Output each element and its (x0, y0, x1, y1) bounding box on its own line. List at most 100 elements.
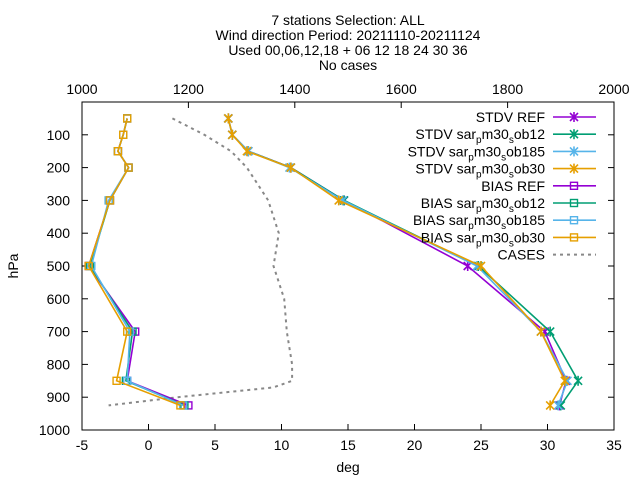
series-7 (84, 114, 185, 410)
x-tick-label: 10 (274, 437, 290, 453)
legend-label-part: ob185 (506, 212, 545, 228)
legend-entry: BIAS REF (481, 178, 596, 194)
y-tick-label: 400 (47, 225, 71, 241)
legend-label-part: STDV sar (415, 161, 476, 177)
legend-label: STDV sarpm30sob30 (415, 161, 545, 181)
legend-entry: STDV sarpm30sob30 (415, 161, 596, 181)
data-point (286, 162, 296, 173)
x-tick-label: 0 (145, 437, 153, 453)
x2-tick-label: 1800 (492, 81, 523, 97)
x-tick-label: 30 (540, 437, 556, 453)
y-tick-label: 100 (47, 127, 71, 143)
x2-tick-label: 1600 (386, 81, 417, 97)
data-point (334, 195, 344, 206)
legend-marker (569, 198, 579, 208)
legend-label-part: ob30 (514, 229, 545, 245)
y-tick-label: 300 (47, 192, 71, 208)
x2-tick-label: 1400 (279, 81, 310, 97)
x-axis-label: deg (336, 459, 359, 475)
y-tick-label: 800 (47, 356, 71, 372)
x-tick-label: 15 (340, 437, 356, 453)
x-tick-label: 35 (606, 437, 622, 453)
square-marker-shape (569, 233, 579, 242)
top-x-axis: 1000 1200 1400 1600 1800 2000 (66, 81, 630, 108)
x-tick-label: 5 (211, 437, 219, 453)
legend-label-part: STDV sar (408, 143, 469, 159)
legend-label-part: ob12 (514, 195, 545, 211)
legend-label-part: p (476, 238, 482, 249)
y-axis: 100 200 300 400 500 600 700 800 900 1000 (39, 127, 614, 438)
bottom-x-axis: -5 0 5 10 15 20 25 30 35 (76, 424, 622, 453)
legend-label-part: m30 (482, 229, 509, 245)
legend-label-part: BIAS sar (421, 229, 477, 245)
legend-entry: BIAS sarpm30sob30 (421, 229, 596, 249)
x2-tick-label: 1200 (173, 81, 204, 97)
legend-marker (569, 181, 579, 191)
data-point (545, 326, 555, 337)
square-marker-shape (569, 215, 579, 225)
legend-label-part: p (468, 221, 474, 232)
legend-label: BIAS REF (481, 178, 545, 194)
y-tick-label: 900 (47, 389, 71, 405)
legend-label-part: BIAS REF (481, 178, 545, 194)
plot-frame (81, 101, 615, 431)
legend-entry: BIAS sarpm30sob12 (421, 195, 596, 215)
title-line: 7 stations Selection: ALL (271, 12, 425, 28)
legend-label-part: m30 (482, 195, 509, 211)
data-point (105, 196, 115, 205)
legend-label: BIAS sarpm30sob12 (421, 195, 545, 215)
legend-label-part: p (476, 170, 482, 181)
legend-label: CASES (498, 247, 545, 263)
series-5 (85, 114, 189, 410)
square-marker-shape (84, 261, 93, 271)
data-point (223, 113, 233, 124)
legend-entry: BIAS sarpm30sob185 (413, 212, 596, 232)
legend-label-part: m30 (474, 143, 501, 159)
square-marker-shape (569, 198, 579, 208)
legend-marker (569, 163, 579, 174)
legend-label-part: s (509, 170, 514, 181)
series-line (89, 118, 185, 407)
y-tick-label: 200 (47, 160, 71, 176)
square-marker-shape (123, 327, 132, 336)
y-tick-label: 500 (47, 258, 71, 274)
series-line (90, 118, 184, 407)
y-tick-label: 700 (47, 324, 71, 340)
x2-tick-label: 2000 (598, 81, 629, 97)
y-tick-label: 1000 (39, 422, 70, 438)
cases-line (108, 117, 294, 407)
data-point (536, 326, 546, 337)
data-point (112, 376, 121, 385)
data-point (119, 130, 128, 140)
legend-marker (569, 129, 579, 140)
legend-label-part: p (476, 204, 482, 215)
series-line (87, 118, 181, 407)
series-3 (223, 113, 570, 411)
legend-label-part: p (476, 135, 482, 146)
title-line: Used 00,06,12,18 + 06 12 18 24 30 36 (228, 42, 468, 58)
x-tick-label: -5 (76, 437, 89, 453)
y-axis-label: hPa (5, 253, 21, 278)
legend-label-part: STDV REF (476, 109, 545, 125)
legend-label-part: s (509, 204, 514, 215)
legend-entry: STDV sarpm30sob185 (408, 143, 596, 163)
y-tick-label: 600 (47, 291, 71, 307)
x-tick-label: 20 (407, 437, 423, 453)
legend-label: BIAS sarpm30sob185 (413, 212, 545, 232)
square-marker-shape (124, 163, 133, 172)
data-point (124, 163, 133, 172)
series-line (87, 118, 189, 407)
legend-label-part: STDV sar (415, 126, 476, 142)
data-point (113, 146, 123, 156)
data-point (573, 375, 583, 386)
data-point (560, 375, 570, 386)
plot-series (84, 113, 583, 411)
legend-label-part: ob30 (514, 161, 545, 177)
data-point (123, 327, 132, 336)
legend-label: BIAS sarpm30sob30 (421, 229, 545, 249)
data-point (476, 261, 486, 271)
legend-label-part: s (501, 221, 506, 232)
